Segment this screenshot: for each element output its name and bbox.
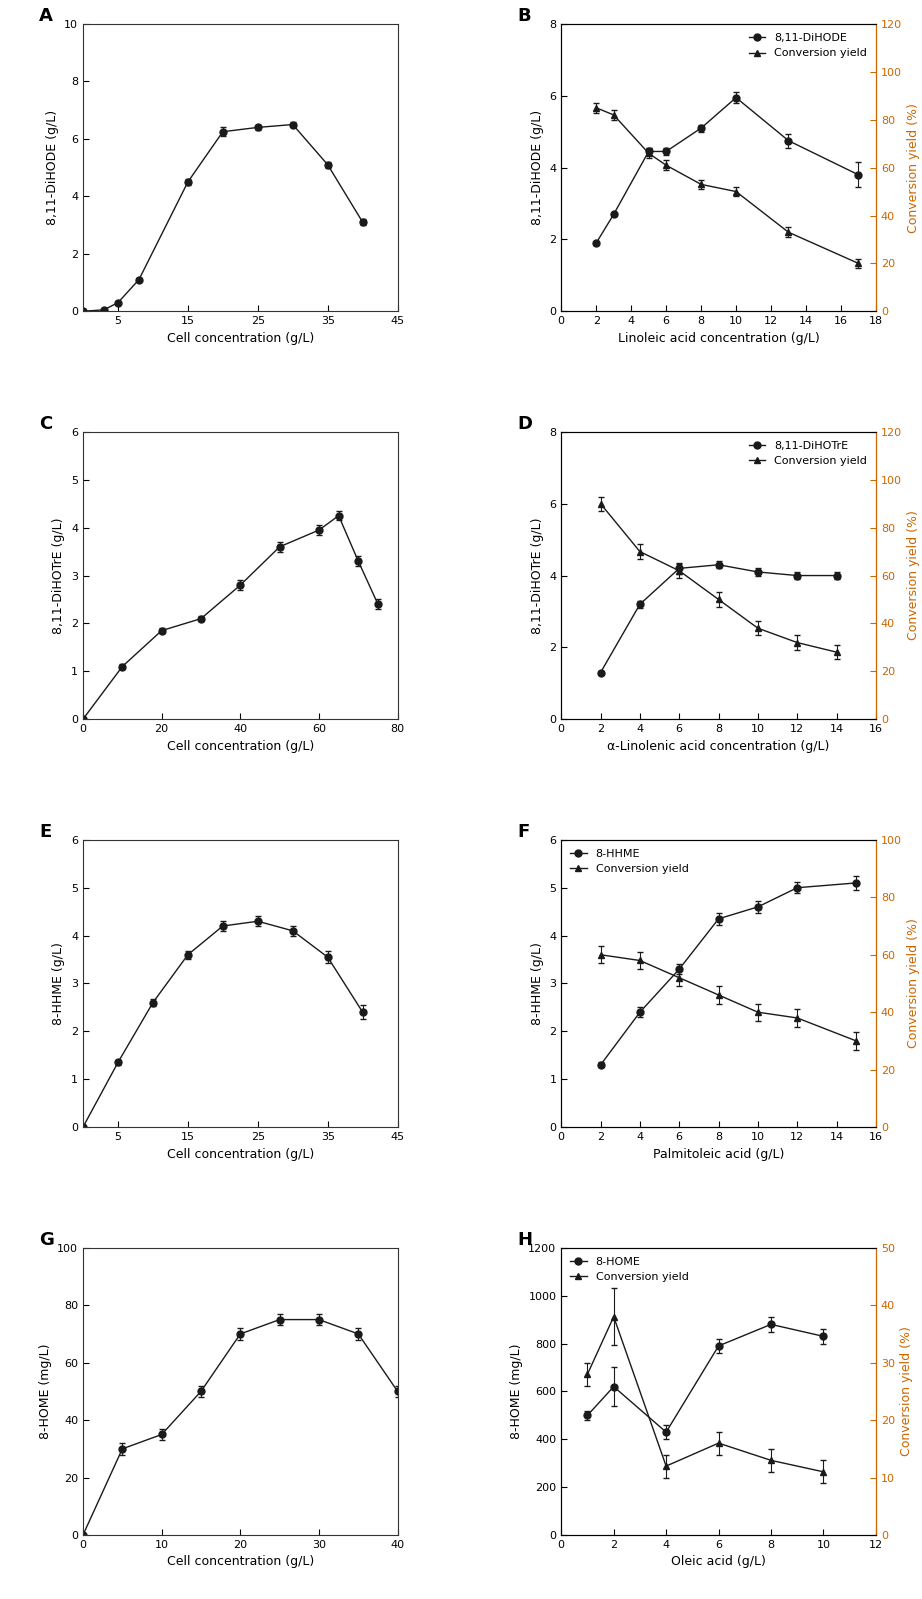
Conversion yield — [752, 1003, 763, 1022]
Line: 8-HHME: 8-HHME — [597, 879, 859, 1068]
Line: 8,11-DiHODE: 8,11-DiHODE — [593, 94, 862, 246]
8,11-DiHODE — [609, 205, 620, 224]
Legend: 8-HOME, Conversion yield: 8-HOME, Conversion yield — [567, 1254, 692, 1286]
8,11-DiHOTrE — [831, 566, 842, 585]
Y-axis label: Conversion yield (%): Conversion yield (%) — [907, 918, 920, 1049]
8-HHME — [595, 1055, 606, 1075]
8-HOME — [582, 1406, 593, 1425]
Conversion yield — [783, 222, 794, 241]
Text: H: H — [517, 1231, 532, 1249]
Conversion yield — [792, 633, 803, 652]
Conversion yield — [792, 1009, 803, 1028]
Line: Conversion yield: Conversion yield — [597, 500, 840, 656]
8,11-DiHODE — [660, 142, 671, 161]
8-HHME — [674, 959, 685, 979]
X-axis label: α-Linolenic acid concentration (g/L): α-Linolenic acid concentration (g/L) — [608, 740, 830, 753]
Y-axis label: 8-HHME (g/L): 8-HHME (g/L) — [531, 942, 544, 1025]
Y-axis label: Conversion yield (%): Conversion yield (%) — [901, 1327, 914, 1457]
X-axis label: Cell concentration (g/L): Cell concentration (g/L) — [167, 1148, 313, 1161]
Text: B: B — [517, 6, 531, 24]
X-axis label: Linoleic acid concentration (g/L): Linoleic acid concentration (g/L) — [618, 331, 820, 345]
Line: Conversion yield: Conversion yield — [593, 104, 862, 267]
X-axis label: Palmitoleic acid (g/L): Palmitoleic acid (g/L) — [653, 1148, 785, 1161]
Conversion yield — [851, 1031, 862, 1051]
8,11-DiHOTrE — [713, 555, 724, 574]
8,11-DiHODE — [644, 142, 655, 161]
8-HOME — [660, 1423, 671, 1442]
Conversion yield — [609, 106, 620, 125]
Legend: 8-HHME, Conversion yield: 8-HHME, Conversion yield — [567, 846, 692, 878]
Text: E: E — [39, 822, 52, 841]
Conversion yield — [713, 985, 724, 1004]
8,11-DiHODE — [783, 131, 794, 150]
Conversion yield — [713, 1434, 724, 1453]
Conversion yield — [713, 590, 724, 609]
8-HOME — [765, 1314, 776, 1334]
Text: D: D — [517, 414, 532, 433]
X-axis label: Cell concentration (g/L): Cell concentration (g/L) — [167, 740, 313, 753]
X-axis label: Cell concentration (g/L): Cell concentration (g/L) — [167, 331, 313, 345]
Conversion yield — [695, 174, 706, 193]
Conversion yield — [674, 561, 685, 580]
8-HOME — [609, 1377, 620, 1396]
Conversion yield — [752, 619, 763, 638]
X-axis label: Cell concentration (g/L): Cell concentration (g/L) — [167, 1556, 313, 1569]
X-axis label: Oleic acid (g/L): Oleic acid (g/L) — [671, 1556, 766, 1569]
8,11-DiHOTrE — [752, 563, 763, 582]
Conversion yield — [591, 98, 602, 117]
8-HHME — [713, 910, 724, 929]
Conversion yield — [765, 1450, 776, 1469]
8,11-DiHOTrE — [674, 558, 685, 577]
Y-axis label: 8-HOME (mg/L): 8-HOME (mg/L) — [39, 1343, 52, 1439]
Line: Conversion yield: Conversion yield — [584, 1313, 827, 1476]
Line: 8-HOME: 8-HOME — [584, 1321, 827, 1436]
Text: A: A — [39, 6, 53, 24]
Conversion yield — [730, 182, 741, 201]
Line: 8,11-DiHOTrE: 8,11-DiHOTrE — [597, 561, 840, 676]
8,11-DiHODE — [695, 118, 706, 138]
Conversion yield — [660, 1457, 671, 1476]
Conversion yield — [595, 494, 606, 513]
Conversion yield — [831, 643, 842, 662]
8,11-DiHOTrE — [595, 664, 606, 683]
8-HHME — [792, 878, 803, 897]
Line: Conversion yield: Conversion yield — [597, 951, 859, 1044]
Conversion yield — [853, 254, 864, 273]
8-HOME — [713, 1337, 724, 1356]
8,11-DiHODE — [730, 88, 741, 107]
Y-axis label: 8,11-DiHOTrE (g/L): 8,11-DiHOTrE (g/L) — [53, 518, 65, 633]
Y-axis label: 8-HHME (g/L): 8-HHME (g/L) — [53, 942, 65, 1025]
8,11-DiHODE — [853, 165, 864, 184]
Text: F: F — [517, 822, 529, 841]
Legend: 8,11-DiHODE, Conversion yield: 8,11-DiHODE, Conversion yield — [745, 29, 870, 62]
8-HHME — [851, 873, 862, 892]
Y-axis label: 8,11-DiHODE (g/L): 8,11-DiHODE (g/L) — [531, 110, 544, 225]
Conversion yield — [660, 155, 671, 174]
8-HHME — [752, 897, 763, 916]
Conversion yield — [644, 144, 655, 163]
8-HOME — [818, 1327, 829, 1346]
8,11-DiHOTrE — [634, 595, 645, 614]
Text: C: C — [39, 414, 53, 433]
Conversion yield — [634, 951, 645, 971]
Conversion yield — [609, 1306, 620, 1326]
8,11-DiHODE — [591, 233, 602, 253]
8-HHME — [634, 1003, 645, 1022]
Conversion yield — [818, 1461, 829, 1481]
Y-axis label: Conversion yield (%): Conversion yield (%) — [907, 510, 920, 641]
Y-axis label: 8,11-DiHODE (g/L): 8,11-DiHODE (g/L) — [45, 110, 59, 225]
Y-axis label: Conversion yield (%): Conversion yield (%) — [907, 102, 920, 232]
Text: G: G — [39, 1231, 53, 1249]
Conversion yield — [634, 542, 645, 561]
Conversion yield — [674, 967, 685, 987]
Legend: 8,11-DiHOTrE, Conversion yield: 8,11-DiHOTrE, Conversion yield — [745, 438, 870, 470]
8,11-DiHOTrE — [792, 566, 803, 585]
Conversion yield — [582, 1364, 593, 1383]
Y-axis label: 8-HOME (mg/L): 8-HOME (mg/L) — [510, 1343, 523, 1439]
Y-axis label: 8,11-DiHOTrE (g/L): 8,11-DiHOTrE (g/L) — [531, 518, 544, 633]
Conversion yield — [595, 945, 606, 964]
